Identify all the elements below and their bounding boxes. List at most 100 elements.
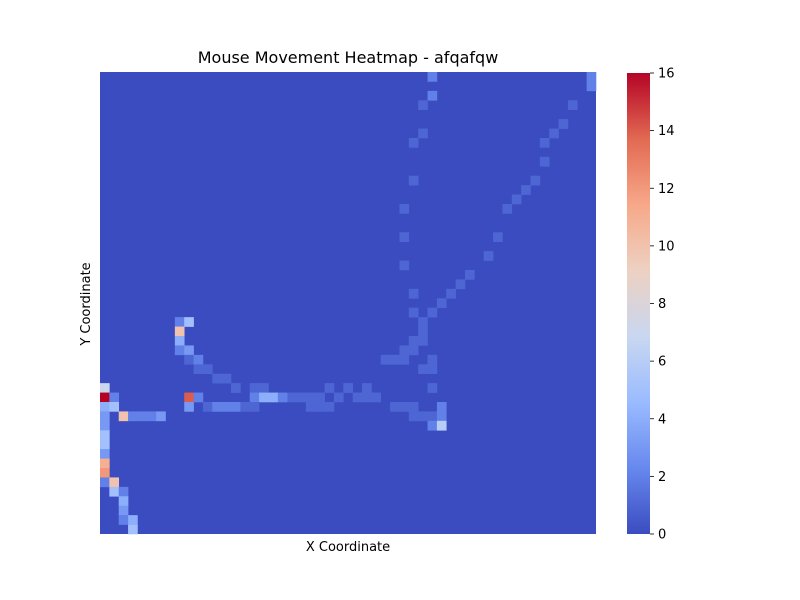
heatmap-cell xyxy=(109,402,120,412)
colorbar: 0 2 4 6 8 10 12 14 16 xyxy=(627,67,675,543)
heatmap-cell xyxy=(427,90,438,101)
heatmap-cell xyxy=(268,392,279,403)
heatmap-cell xyxy=(221,373,232,384)
heatmap-cell xyxy=(464,270,475,280)
heatmap-cell xyxy=(193,354,204,365)
heatmap-cell xyxy=(427,354,438,365)
heatmap-cell xyxy=(539,156,550,167)
colorbar-tick-label: 10 xyxy=(658,239,675,254)
heatmap-cell xyxy=(333,392,344,403)
heatmap-cell xyxy=(109,486,120,497)
heatmap-background xyxy=(100,72,596,534)
heatmap-cell xyxy=(371,392,382,403)
colorbar-tick-label: 8 xyxy=(658,297,666,312)
heatmap-cell xyxy=(128,524,138,535)
heatmap-cell xyxy=(193,392,204,403)
heatmap-cell xyxy=(315,402,325,412)
heatmap-cell xyxy=(446,288,456,299)
heatmap-cell xyxy=(362,383,372,393)
heatmap-cell xyxy=(427,72,438,82)
heatmap-cell xyxy=(427,411,438,422)
heatmap-cell xyxy=(399,345,410,356)
heatmap-cell xyxy=(100,392,110,403)
heatmap-cell xyxy=(362,392,372,403)
colorbar-tick-label: 16 xyxy=(658,67,675,82)
heatmap-grid xyxy=(100,72,597,535)
heatmap-cell xyxy=(118,496,129,507)
heatmap-cell xyxy=(100,458,110,469)
heatmap-cell xyxy=(212,373,222,384)
heatmap-cell xyxy=(100,468,110,478)
heatmap-cell xyxy=(390,402,400,412)
heatmap-cell xyxy=(352,392,363,403)
heatmap-cell xyxy=(193,364,204,375)
heatmap-cell xyxy=(184,345,194,356)
colorbar-tick-label: 6 xyxy=(658,355,666,370)
heatmap-cell xyxy=(296,392,307,403)
heatmap-cell xyxy=(418,317,428,327)
heatmap-cell xyxy=(418,100,428,111)
heatmap-cell xyxy=(408,336,419,346)
heatmap-cell xyxy=(408,402,419,412)
heatmap-cell xyxy=(558,119,569,129)
heatmap-cell xyxy=(184,402,194,412)
heatmap-cell xyxy=(427,364,438,375)
heatmap-cell xyxy=(184,317,194,327)
heatmap-cell xyxy=(418,128,428,139)
heatmap-cell xyxy=(287,392,297,403)
heatmap-cell xyxy=(249,383,260,393)
heatmap-cell xyxy=(118,486,129,497)
colorbar-tick-label: 12 xyxy=(658,182,675,197)
heatmap-cell xyxy=(455,279,466,290)
heatmap-cell xyxy=(100,439,110,450)
heatmap-cell xyxy=(240,402,251,412)
heatmap-cell xyxy=(521,185,531,195)
heatmap-cell xyxy=(408,138,419,148)
heatmap-cell xyxy=(174,326,185,337)
heatmap-cell xyxy=(567,100,578,111)
heatmap-cell xyxy=(100,383,110,393)
heatmap-cell xyxy=(380,354,391,365)
heatmap-cell xyxy=(184,392,194,403)
heatmap-cell xyxy=(324,383,335,393)
heatmap-cell xyxy=(418,326,428,337)
heatmap-cell xyxy=(436,420,447,431)
heatmap-cell xyxy=(436,411,447,422)
heatmap-cell xyxy=(315,392,325,403)
heatmap-cell xyxy=(174,345,185,356)
heatmap-cell xyxy=(109,392,120,403)
heatmap-cell xyxy=(399,354,410,365)
heatmap-cell xyxy=(305,402,316,412)
heatmap-cell xyxy=(249,392,260,403)
heatmap-cell xyxy=(156,411,166,422)
heatmap-cell xyxy=(324,402,335,412)
heatmap-cell xyxy=(390,354,400,365)
colorbar-tick-label: 4 xyxy=(658,412,666,427)
heatmap-cell xyxy=(118,515,129,525)
heatmap-cell xyxy=(436,298,447,309)
heatmap-cell xyxy=(174,336,185,346)
heatmap-cell xyxy=(530,175,541,186)
heatmap-cell xyxy=(418,364,428,375)
heatmap-cell xyxy=(174,317,185,327)
heatmap-cell xyxy=(399,232,410,243)
heatmap-cell xyxy=(502,204,513,214)
heatmap-cell xyxy=(483,251,494,261)
heatmap-cell xyxy=(408,288,419,299)
heatmap-cell xyxy=(109,477,120,488)
heatmap-cell xyxy=(100,477,110,488)
heatmap-cell xyxy=(408,411,419,422)
heatmap-cell xyxy=(184,354,194,365)
heatmap-cell xyxy=(231,383,241,393)
colorbar-gradient xyxy=(627,73,650,534)
heatmap-cell xyxy=(146,411,157,422)
heatmap-cell xyxy=(399,260,410,271)
heatmap-cell xyxy=(427,383,438,393)
heatmap-cell xyxy=(231,402,241,412)
heatmap-cell xyxy=(249,402,260,412)
heatmap-cell xyxy=(202,402,213,412)
heatmap-cell xyxy=(128,515,138,525)
heatmap-cell xyxy=(511,194,522,205)
colorbar-tick-label: 2 xyxy=(658,470,666,485)
heatmap-cell xyxy=(305,392,316,403)
